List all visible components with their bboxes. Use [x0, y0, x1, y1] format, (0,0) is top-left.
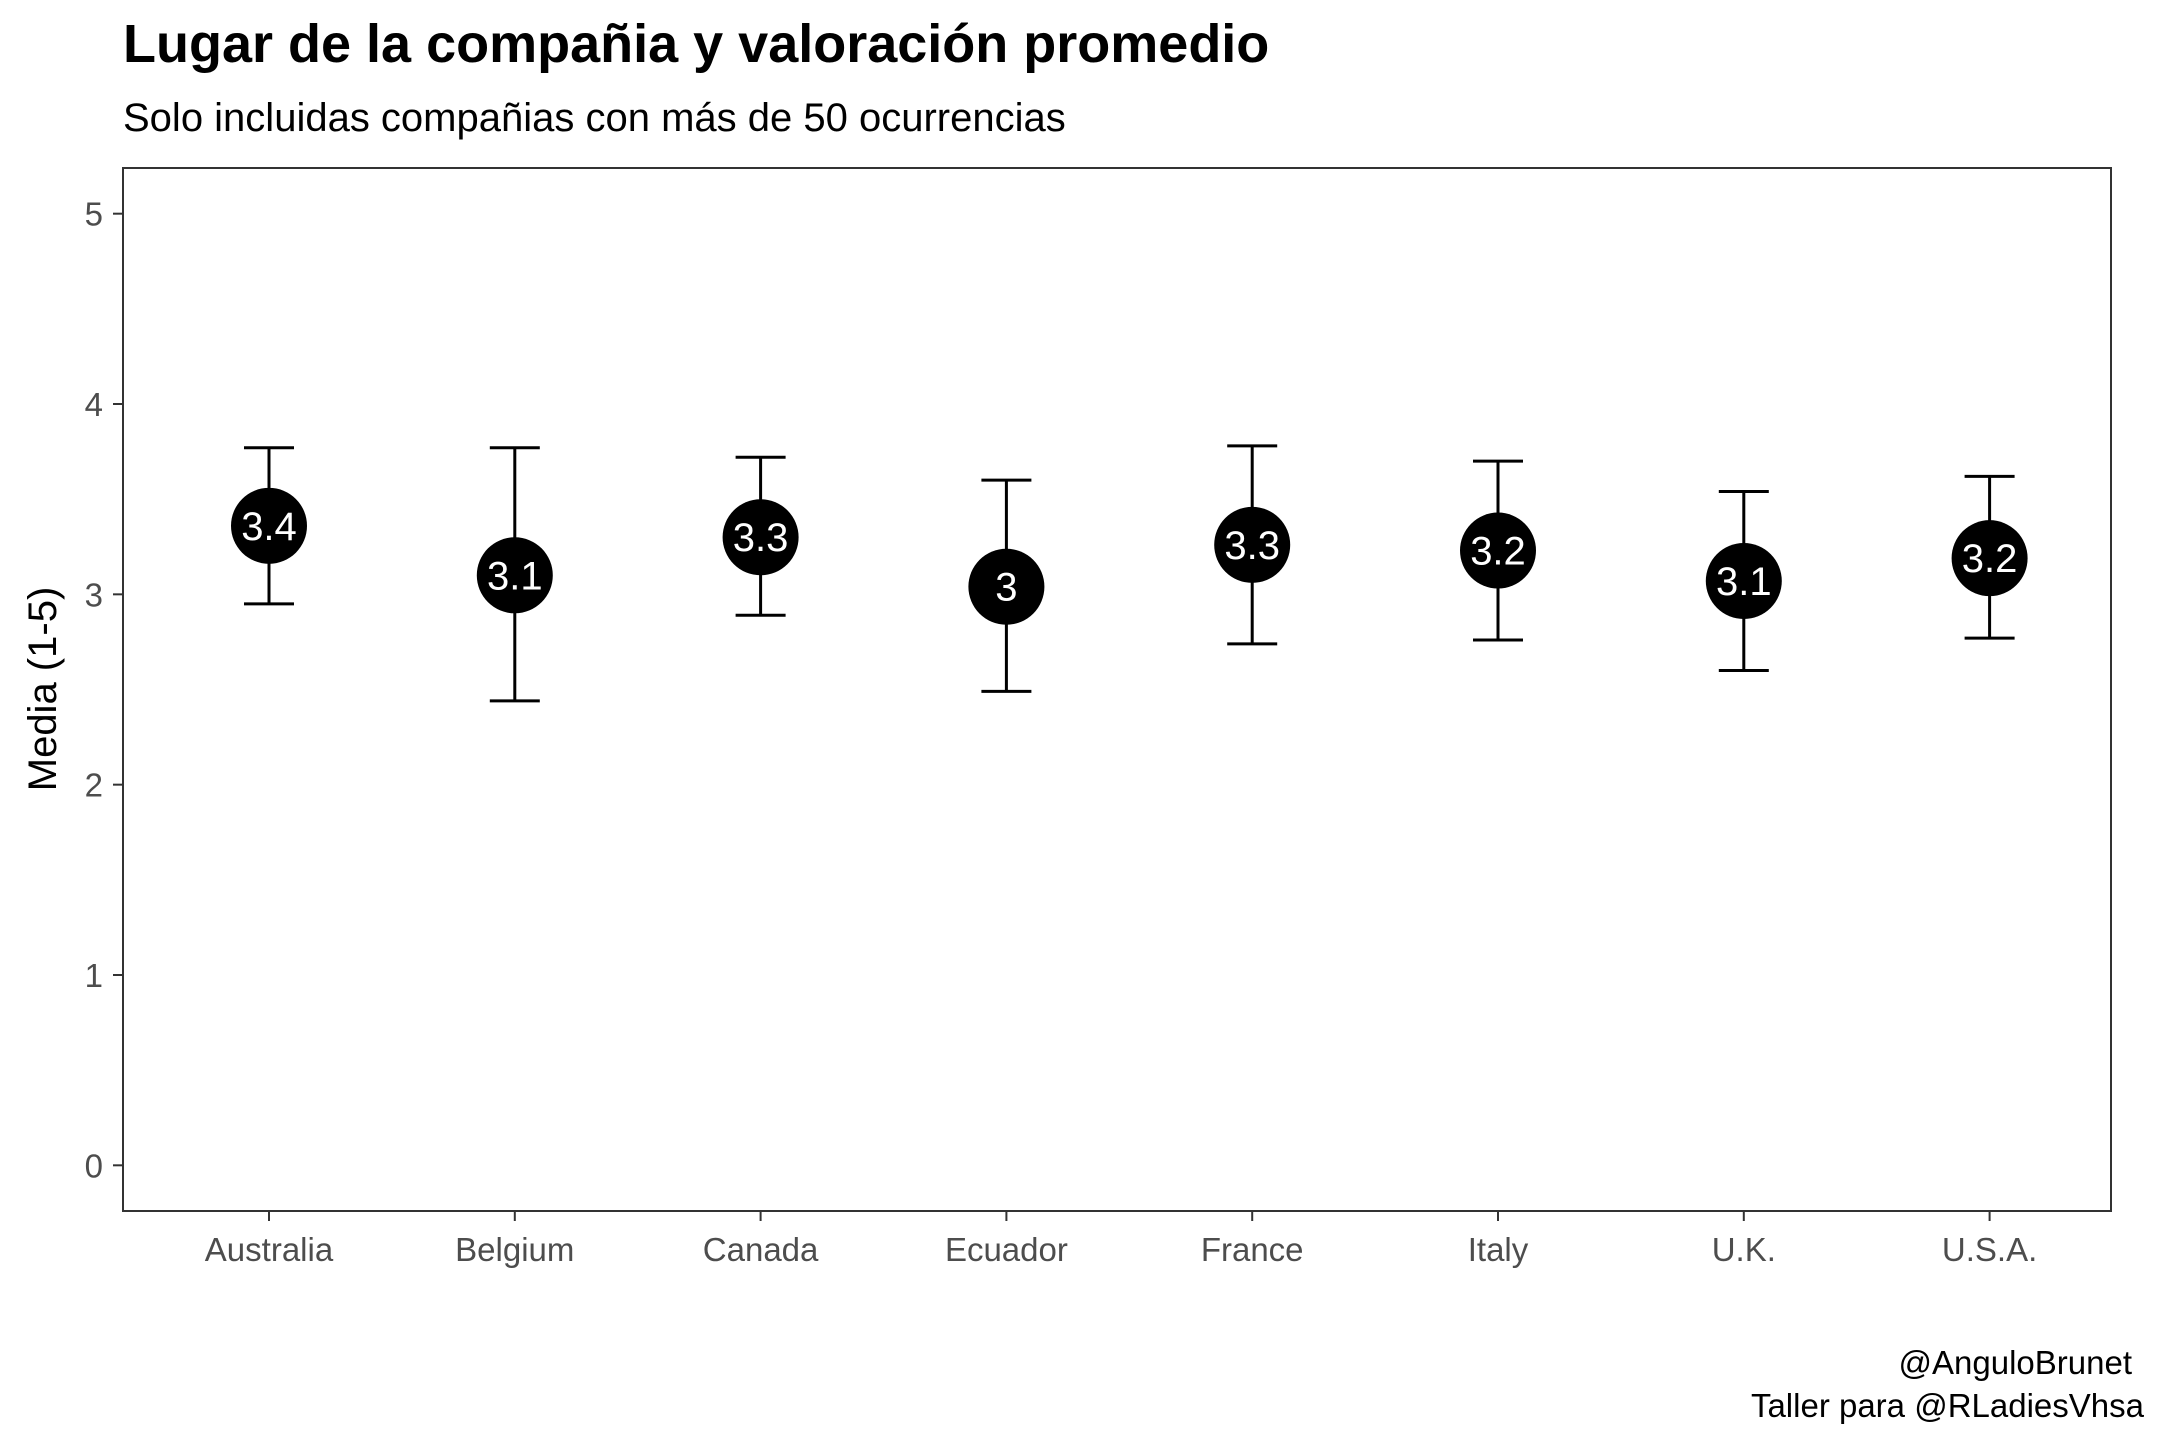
mean-label: 3.1 — [487, 554, 543, 598]
mean-point — [722, 499, 799, 576]
mean-point — [231, 487, 307, 564]
mean-label: 3.1 — [1716, 560, 1772, 604]
y-axis: 0 1 2 3 4 5 — [85, 196, 123, 1184]
y-tick-label: 0 — [85, 1147, 103, 1184]
x-tick-label: Italy — [1468, 1231, 1529, 1268]
mean-point — [1460, 512, 1536, 589]
error-bar-group: 3.2 — [1951, 474, 2028, 640]
caption-line-2: Taller para @RLadiesVhsa — [1751, 1387, 2145, 1424]
y-tick-label: 3 — [85, 576, 103, 613]
x-axis: Australia Belgium Canada Ecuador France Italy… — [205, 1211, 2037, 1268]
x-tick-label: Ecuador — [945, 1231, 1068, 1268]
mean-label: 3.3 — [1224, 524, 1280, 568]
error-bar-group: 3.1 — [1705, 490, 1782, 672]
mean-label: 3.2 — [1962, 537, 2018, 581]
error-bar-group: 3.4 — [231, 446, 307, 606]
x-tick-label: U.S.A. — [1942, 1231, 2037, 1268]
mean-point — [968, 548, 1045, 625]
mean-point — [1705, 543, 1782, 620]
mean-point — [476, 537, 553, 614]
x-tick-label: Belgium — [455, 1231, 574, 1268]
chart-title: Lugar de la compañia y valoración promed… — [123, 14, 1269, 74]
mean-label: 3.4 — [241, 505, 297, 549]
mean-point — [1951, 520, 2028, 597]
mean-label: 3.3 — [733, 516, 789, 560]
y-tick-label: 1 — [85, 957, 103, 994]
x-tick-label: France — [1201, 1231, 1304, 1268]
y-axis-title: Media (1-5) — [21, 587, 65, 792]
mean-label: 3.2 — [1470, 530, 1526, 574]
y-tick-label: 4 — [85, 386, 103, 423]
caption-line-1: @AnguloBrunet — [1899, 1344, 2132, 1381]
y-tick-label: 5 — [85, 196, 103, 233]
data-marks: 3.4 3.1 3.3 3 3.3 3.2 3.1 3.2 — [231, 444, 2028, 703]
error-bar-group: 3.1 — [476, 446, 553, 703]
mean-point — [1214, 506, 1291, 583]
x-tick-label: U.K. — [1712, 1231, 1776, 1268]
error-bar-group: 3 — [968, 478, 1045, 693]
x-tick-label: Australia — [205, 1231, 334, 1268]
mean-label: 3 — [995, 566, 1017, 610]
x-tick-label: Canada — [703, 1231, 819, 1268]
chart-subtitle: Solo incluidas compañias con más de 50 o… — [123, 96, 1066, 140]
error-bar-group: 3.3 — [1214, 444, 1291, 646]
plot-panel — [122, 167, 2112, 1212]
error-bar-group: 3.3 — [722, 455, 799, 617]
y-tick-label: 2 — [85, 767, 103, 804]
error-bar-group: 3.2 — [1460, 459, 1536, 642]
